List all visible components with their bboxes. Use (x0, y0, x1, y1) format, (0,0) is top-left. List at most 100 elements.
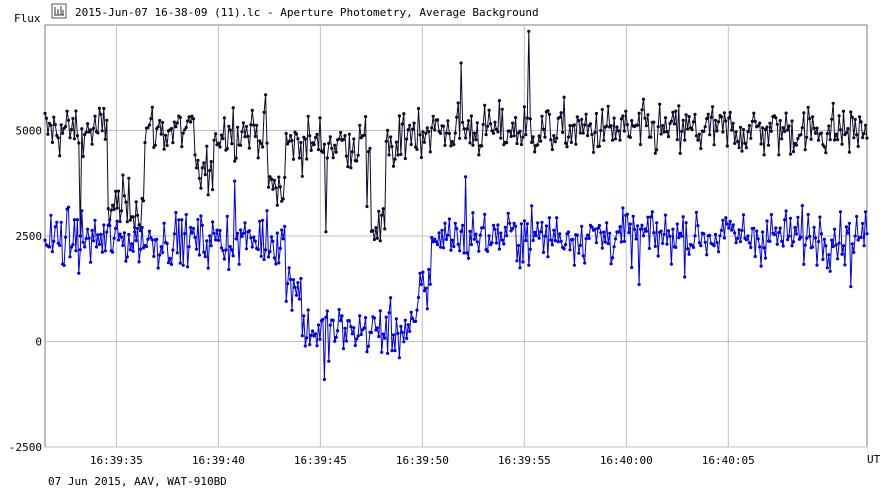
data-point (339, 319, 343, 323)
data-point (699, 244, 703, 248)
data-point (733, 231, 737, 235)
y-tick-labels: 5000 2500 0 -2500 (9, 125, 42, 455)
data-point (384, 315, 388, 319)
data-point (816, 138, 821, 142)
data-point (687, 252, 691, 256)
data-point (653, 244, 657, 248)
data-point (408, 329, 412, 333)
data-point (68, 255, 72, 259)
data-point (158, 253, 162, 257)
data-point (139, 247, 143, 251)
data-point (749, 136, 753, 140)
data-point (625, 123, 629, 127)
data-point (564, 141, 568, 145)
data-point (124, 259, 128, 263)
data-point (555, 136, 559, 140)
data-point (325, 156, 329, 160)
data-point (649, 135, 653, 139)
data-point (846, 127, 850, 131)
data-point (740, 228, 744, 233)
data-point (561, 130, 565, 134)
data-point (728, 110, 732, 114)
data-point (243, 135, 247, 139)
data-point (358, 314, 362, 318)
data-point (66, 205, 71, 209)
data-point (546, 255, 550, 259)
data-point (171, 141, 175, 145)
data-point (566, 230, 571, 234)
data-point (193, 235, 197, 240)
data-point (80, 209, 84, 213)
data-point (233, 179, 237, 183)
data-point (289, 134, 293, 138)
data-point (781, 126, 785, 130)
data-point (462, 127, 466, 131)
data-point (114, 189, 118, 193)
data-point (862, 132, 866, 136)
data-point (662, 130, 666, 134)
data-point (264, 248, 268, 252)
y-tick-label: 5000 (16, 125, 43, 138)
data-point (656, 254, 660, 258)
data-point (619, 117, 624, 121)
data-point (391, 164, 396, 168)
data-point (199, 214, 203, 218)
data-point (150, 105, 154, 109)
data-point (681, 118, 685, 122)
data-point (425, 307, 429, 311)
data-point (493, 120, 497, 124)
footer-info: 07 Jun 2015, AAV, WAT-910BD (48, 475, 227, 488)
data-point (219, 133, 224, 137)
data-point (497, 99, 501, 103)
data-point (533, 150, 537, 154)
data-point (84, 130, 88, 134)
data-point (788, 152, 793, 156)
data-point (702, 129, 706, 133)
data-point (724, 119, 728, 123)
data-point (352, 326, 356, 330)
data-point (727, 226, 731, 230)
data-point (203, 255, 207, 259)
data-point (644, 124, 649, 128)
data-point (103, 249, 107, 253)
data-point (690, 128, 694, 132)
data-point (774, 116, 778, 120)
data-point (281, 197, 285, 201)
data-point (105, 118, 109, 122)
lightcurve-app-icon[interactable] (51, 3, 67, 19)
x-tick-label: 16:40:00 (600, 454, 653, 467)
data-point (716, 120, 721, 124)
data-point (121, 243, 125, 248)
data-point (796, 136, 800, 141)
data-point (730, 228, 734, 232)
data-point (75, 218, 79, 222)
data-point (249, 123, 253, 127)
data-point (186, 265, 190, 269)
data-point (533, 230, 537, 234)
data-point (644, 229, 649, 233)
x-tick-label: 16:39:35 (90, 454, 143, 467)
data-point (455, 115, 459, 119)
data-point (652, 231, 656, 235)
data-point (519, 222, 524, 226)
data-point (812, 126, 816, 130)
data-point (216, 238, 221, 242)
data-point (206, 266, 210, 270)
data-point (759, 264, 763, 268)
data-point (53, 123, 57, 127)
data-point (543, 135, 547, 139)
data-point (240, 130, 244, 134)
data-point (518, 129, 522, 133)
data-point (677, 104, 681, 108)
data-point (675, 222, 679, 226)
data-point (328, 135, 332, 139)
data-point (266, 185, 271, 189)
data-point (116, 189, 121, 193)
data-point (838, 210, 843, 214)
data-point (594, 111, 599, 116)
data-point (409, 310, 413, 314)
data-point (378, 309, 382, 313)
data-point (297, 156, 301, 160)
data-point (341, 347, 346, 351)
data-point (365, 204, 369, 209)
